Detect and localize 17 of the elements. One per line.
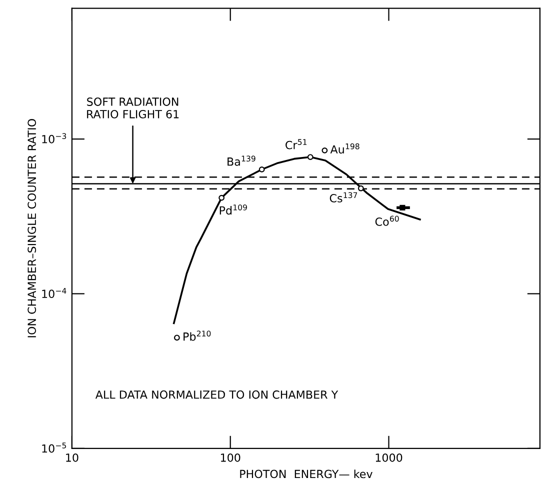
annotation: Cr$^{51}$: [286, 139, 307, 150]
annotation: Pd$^{109}$: [220, 204, 247, 215]
y-tick-label: 10$^{−5}$: [42, 442, 66, 453]
annotation: Pb$^{210}$: [184, 330, 211, 341]
x-tick-label: 100: [220, 453, 240, 462]
x-tick-label: 10: [66, 453, 78, 462]
annotation: ALL DATA NORMALIZED TO ION CHAMBER Y: [95, 390, 338, 399]
annotation: Au$^{198}$: [330, 143, 360, 154]
y-tick-label: 10$^{−4}$: [42, 288, 66, 298]
y-tick-label: 10$^{−3}$: [42, 133, 66, 144]
ref-line-label: SOFT RADIATION RATIO FLIGHT 61: [87, 98, 179, 118]
x-tick-label: 1000: [376, 453, 402, 462]
y-axis-title: ION CHAMBER–SINGLE COUNTER RATIO: [28, 119, 36, 338]
annotation: Co$^{60}$: [375, 216, 399, 226]
annotation: Cs$^{137}$: [330, 192, 358, 202]
annotation: Ba$^{139}$: [228, 156, 256, 166]
x-axis-title: PHOTON ENERGY— kev: [240, 470, 372, 478]
